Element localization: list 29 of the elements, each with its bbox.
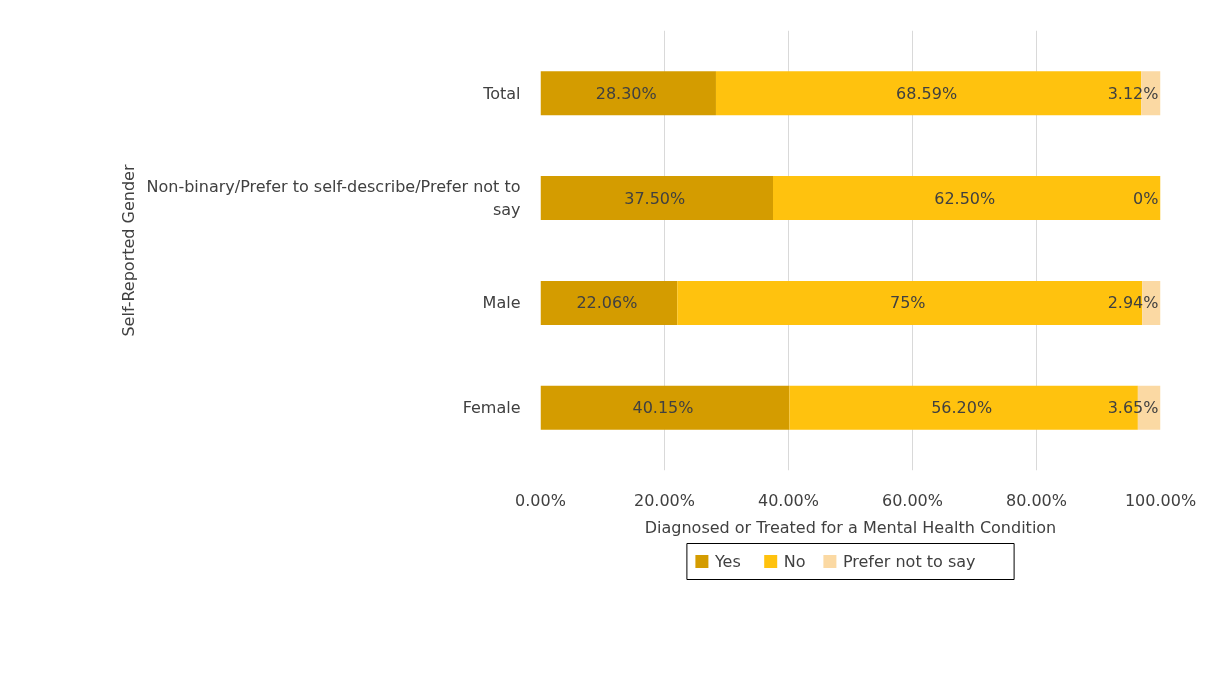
- y-tick-label: Female: [462, 398, 521, 418]
- x-tick-label: 0.00%: [515, 490, 566, 510]
- x-tick-label: 80.00%: [1006, 490, 1068, 510]
- data-label: 56.20%: [931, 398, 993, 418]
- legend-label: Prefer not to say: [842, 552, 976, 571]
- y-tick-label: Non-binary/Prefer to self-describe/Prefer not to say: [146, 177, 521, 220]
- data-label: 40.15%: [632, 398, 694, 418]
- data-label: 0%: [1133, 188, 1159, 208]
- bar: [773, 176, 1161, 221]
- data-label: 75%: [889, 293, 926, 313]
- data-label: 22.06%: [576, 293, 638, 313]
- bar: [540, 71, 716, 116]
- y-tick-label: Male: [482, 293, 521, 313]
- y-axis-title: Self-Reported Gender: [119, 164, 139, 337]
- x-axis-title: Diagnosed or Treated for a Mental Health Condition: [644, 517, 1057, 537]
- x-tick-label: 20.00%: [634, 490, 696, 510]
- data-label: 37.50%: [624, 188, 686, 208]
- x-tick-label: 100.00%: [1124, 490, 1197, 510]
- bar: [540, 385, 790, 430]
- data-label: 28.30%: [595, 83, 657, 103]
- y-tick-label: Total: [482, 83, 521, 103]
- legend-label: Yes: [713, 552, 741, 571]
- bar: [540, 280, 678, 325]
- x-tick-label: 60.00%: [882, 490, 944, 510]
- data-label: 68.59%: [896, 83, 958, 103]
- bar: [540, 176, 773, 221]
- x-tick-label: 40.00%: [758, 490, 820, 510]
- legend-label: No: [783, 552, 806, 571]
- data-label: 62.50%: [934, 188, 996, 208]
